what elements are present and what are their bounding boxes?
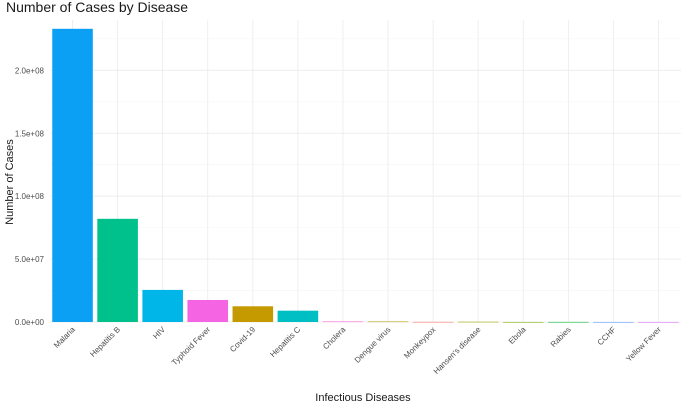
bar-typhoid-fever bbox=[187, 299, 229, 322]
bar-hiv bbox=[142, 289, 183, 322]
bar-yellow-fever bbox=[638, 321, 679, 323]
y-axis-title: Number of Cases bbox=[4, 139, 16, 225]
y-axis-ticks: 0.0e+00 5.0e+07 1.0e+08 1.5e+08 2.0e+08 bbox=[15, 66, 45, 327]
bar-hepatitis-c bbox=[277, 310, 319, 322]
x-axis-title: Infectious Diseases bbox=[315, 392, 411, 404]
x-tick-label: Cholera bbox=[321, 325, 348, 352]
chart-title: Number of Cases by Disease bbox=[6, 0, 188, 15]
x-tick-label: CCHF bbox=[596, 325, 618, 347]
x-tick-label: Covid-19 bbox=[228, 325, 257, 354]
bar-ebola bbox=[502, 321, 544, 323]
bars bbox=[52, 28, 679, 323]
bar-monkeypox bbox=[412, 321, 454, 323]
y-tick-label: 1.0e+08 bbox=[15, 192, 45, 201]
grid bbox=[50, 20, 681, 323]
bar-cholera bbox=[322, 321, 364, 323]
bar-rabies bbox=[548, 321, 589, 323]
x-axis-ticks: Malaria Hepatitis B HIV Typhoid Fever Covid-… bbox=[52, 325, 663, 376]
y-tick-label: 2.0e+08 bbox=[15, 66, 45, 75]
bar-dengue-virus bbox=[367, 321, 409, 323]
x-tick-label: Malaria bbox=[52, 325, 77, 350]
bar-covid-19 bbox=[232, 306, 274, 322]
x-tick-label: Hansen's disease bbox=[432, 325, 483, 376]
x-tick-label: Hepatitis B bbox=[88, 325, 122, 359]
y-tick-label: 5.0e+07 bbox=[15, 255, 45, 264]
x-tick-label: Rabies bbox=[549, 325, 573, 349]
bar-malaria bbox=[52, 28, 93, 323]
x-tick-label: Dengue virus bbox=[353, 325, 393, 365]
bar-hepatitis-b bbox=[97, 218, 138, 322]
x-tick-label: Yellow Fever bbox=[624, 325, 663, 364]
x-tick-label: Ebola bbox=[507, 325, 528, 346]
y-tick-label: 1.5e+08 bbox=[15, 129, 45, 138]
bar-hansen-s-disease bbox=[457, 321, 499, 323]
x-tick-label: Monkeypox bbox=[402, 325, 437, 360]
bar-cchf bbox=[593, 321, 634, 323]
y-tick-label: 0.0e+00 bbox=[15, 318, 45, 327]
x-tick-label: Hepatitis C bbox=[268, 325, 302, 359]
x-tick-label: HIV bbox=[151, 325, 167, 341]
x-tick-label: Typhoid Fever bbox=[170, 325, 212, 367]
